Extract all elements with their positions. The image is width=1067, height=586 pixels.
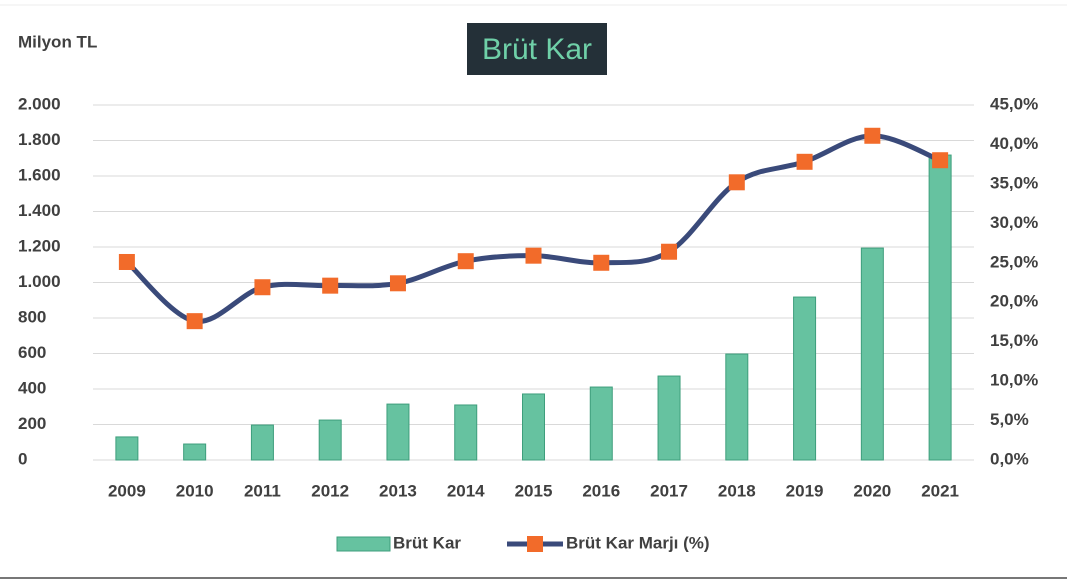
chart-title: Brüt Kar (482, 33, 592, 66)
y-tick-label: 1.400 (18, 201, 61, 220)
y2-tick-label: 0,0% (990, 449, 1029, 468)
marker (186, 313, 203, 330)
y2-tick-label: 15,0% (990, 331, 1038, 350)
line (125, 133, 942, 324)
bar (250, 424, 274, 461)
y-tick-label: 200 (18, 414, 46, 433)
y-tick-label: 600 (18, 343, 46, 362)
y-tick-label: 1.800 (18, 130, 61, 149)
bar (386, 403, 410, 461)
marker (661, 243, 678, 260)
y-tick-label: 400 (18, 378, 46, 397)
bar (928, 154, 952, 461)
marker (796, 153, 813, 170)
bar (725, 353, 749, 461)
bar (183, 443, 207, 461)
marker (593, 254, 610, 271)
x-tick-label: 2014 (447, 481, 485, 500)
x-tick-label: 2011 (244, 481, 281, 500)
title-box (467, 23, 607, 75)
x-tick-label: 2009 (108, 481, 146, 500)
marker (389, 275, 406, 292)
marker (525, 247, 542, 264)
bar (454, 404, 478, 461)
y2-tick-label: 35,0% (990, 173, 1038, 192)
x-tick-label: 2015 (515, 481, 553, 500)
legend-marker (527, 536, 543, 552)
bar (318, 419, 342, 461)
y-tick-label: 1.200 (18, 236, 61, 255)
legend-label: Brüt Kar Marjı (%) (566, 533, 710, 552)
bar (657, 375, 681, 461)
x-tick-label: 2020 (853, 481, 891, 500)
x-tick-label: 2012 (311, 481, 349, 500)
bar (522, 393, 545, 461)
y2-tick-label: 25,0% (990, 252, 1038, 271)
marker (118, 253, 135, 270)
y-tick-label: 1.000 (18, 272, 61, 291)
bar (860, 247, 884, 461)
x-tick-label: 2021 (921, 481, 959, 500)
marker (322, 277, 339, 294)
marker (728, 174, 745, 191)
x-tick-label: 2017 (650, 481, 688, 500)
bar (793, 296, 817, 461)
y-tick-label: 0 (18, 449, 27, 468)
y2-tick-label: 45,0% (990, 94, 1038, 113)
legend-label: Brüt Kar (393, 533, 461, 552)
y2-tick-label: 30,0% (990, 213, 1038, 232)
marker (932, 152, 949, 169)
x-tick-label: 2019 (786, 481, 824, 500)
marker (864, 127, 881, 144)
x-tick-label: 2016 (582, 481, 620, 500)
y2-tick-label: 20,0% (990, 292, 1038, 311)
marker (457, 253, 474, 270)
x-tick-label: 2013 (379, 481, 417, 500)
y-tick-label: 1.600 (18, 165, 61, 184)
y-tick-label: 2.000 (18, 94, 61, 113)
y2-tick-label: 40,0% (990, 134, 1038, 153)
bar (115, 436, 139, 461)
x-tick-label: 2010 (176, 481, 214, 500)
y2-tick-label: 5,0% (990, 410, 1029, 429)
y2-tick-label: 10,0% (990, 371, 1038, 390)
bar (589, 386, 613, 461)
x-tick-label: 2018 (718, 481, 756, 500)
y-axis-label: Milyon TL (18, 32, 97, 51)
marker (254, 279, 271, 296)
y-tick-label: 800 (18, 307, 46, 326)
legend-swatch (336, 536, 391, 552)
